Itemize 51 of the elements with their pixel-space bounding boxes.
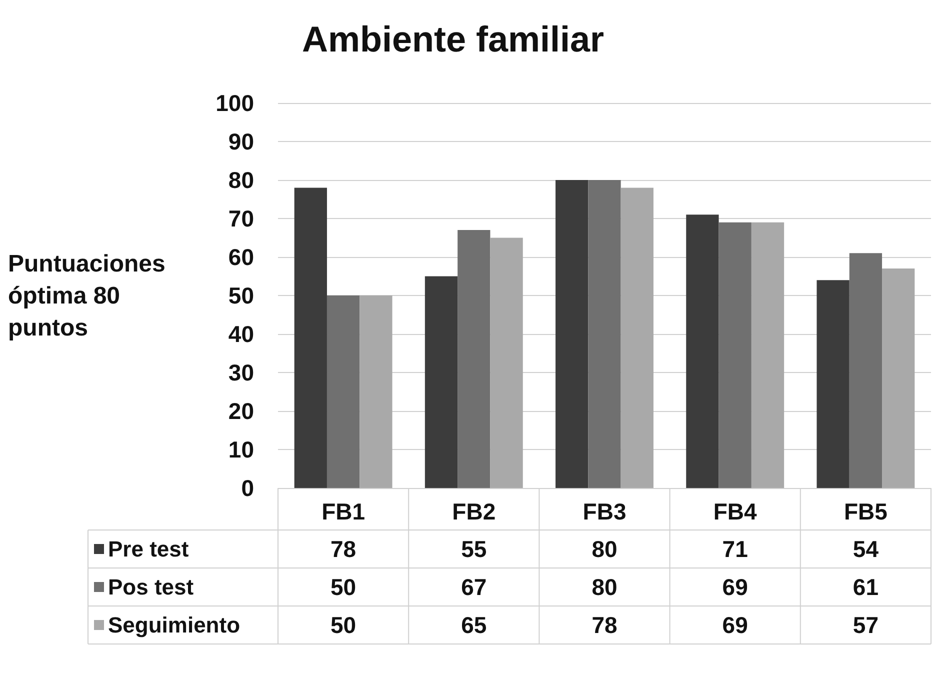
data-label: 78 [330,536,356,562]
y-tick-label: 70 [228,206,254,232]
bar [882,268,915,488]
y-tick-label: 10 [228,436,254,462]
y-tick-label: 50 [228,282,254,308]
data-label: 57 [852,612,878,638]
data-label: 50 [330,612,356,638]
x-tick-label: FB5 [844,498,888,524]
x-tick-label: FB2 [452,498,496,524]
data-label: 61 [852,574,879,600]
bar [686,214,719,488]
data-label: 55 [461,536,487,562]
bar [816,280,850,488]
y-tick-label: 80 [228,167,254,193]
bar [458,230,490,488]
y-tick-label: 100 [216,90,254,116]
bar [360,296,392,488]
y-tick-label: 0 [241,475,254,501]
bar [718,222,752,488]
data-label: 69 [722,574,748,600]
legend-label: Pos test [108,574,194,600]
bar [556,180,588,488]
bar [326,296,360,488]
data-label: 69 [722,612,748,638]
y-tick-label: 30 [228,360,254,386]
legend-label: Pre test [108,536,190,562]
x-tick-label: FB4 [713,498,758,524]
y-axis-title: Puntuaciones óptima 80 puntos [8,250,166,342]
data-label: 71 [722,536,748,562]
data-label: 50 [330,574,356,600]
bar [849,253,882,488]
legend-label: Seguimiento [108,612,240,638]
y-tick-label: 90 [228,128,254,154]
y-tick-label: 60 [228,244,254,270]
data-label: 80 [592,536,618,562]
bar [424,276,458,488]
y-tick-label: 40 [228,321,254,347]
x-tick-label: FB1 [322,498,366,524]
chart-title: Ambiente familiar [302,18,604,60]
data-label: 67 [461,574,487,600]
data-label: 80 [592,574,618,600]
data-label: 65 [461,612,487,638]
bar [294,188,327,488]
bar [588,180,621,488]
bar [490,238,523,488]
y-tick-label: 20 [228,398,254,424]
data-label: 54 [852,536,879,562]
bar [751,222,784,488]
data-label: 78 [592,612,618,638]
bar [620,188,654,488]
x-tick-label: FB3 [582,498,626,524]
